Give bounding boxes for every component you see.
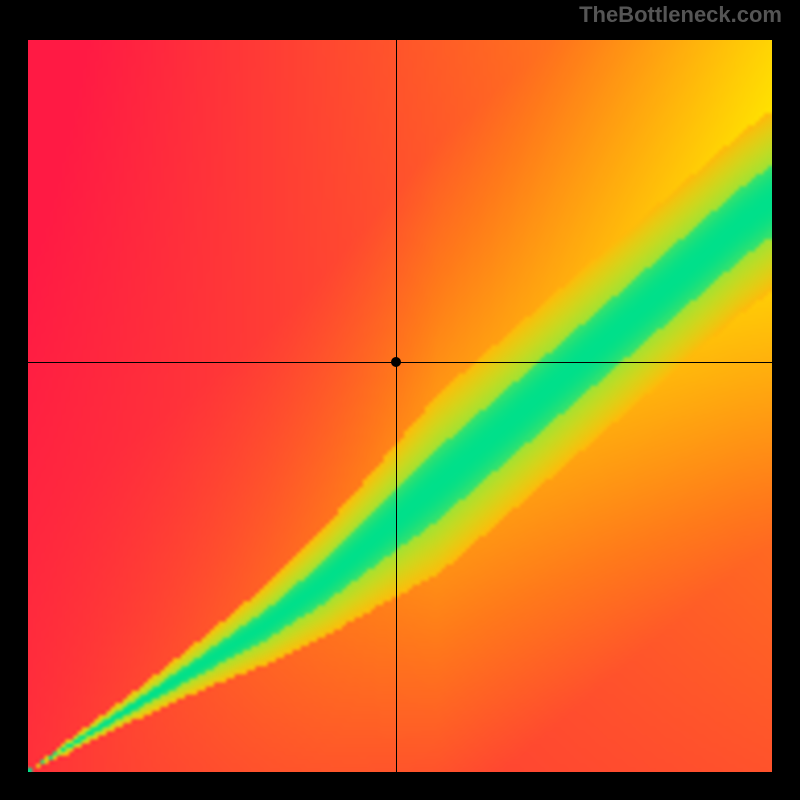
heatmap-canvas (28, 40, 772, 772)
heatmap-plot (28, 40, 772, 772)
crosshair-marker (391, 357, 401, 367)
crosshair-vertical (396, 40, 397, 772)
watermark-text: TheBottleneck.com (579, 2, 782, 28)
chart-container: TheBottleneck.com (0, 0, 800, 800)
